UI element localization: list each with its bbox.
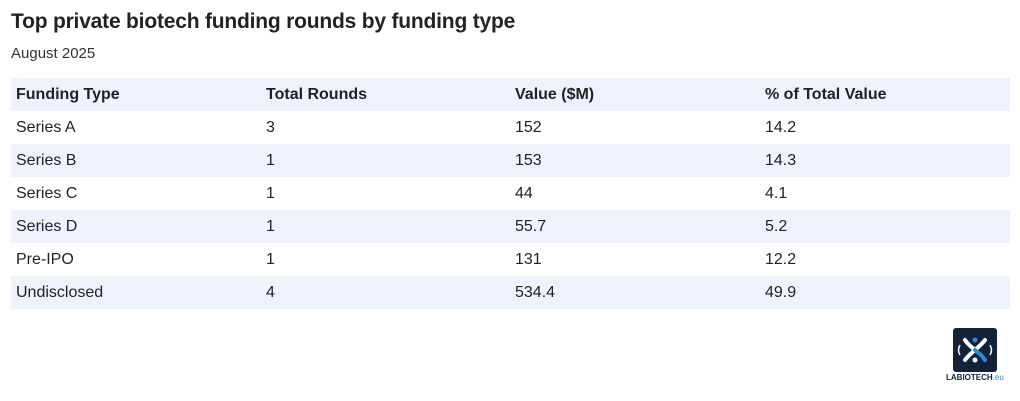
table-cell: Series D: [16, 217, 78, 235]
table-cell: 131: [515, 250, 542, 268]
table-cell: 1: [266, 184, 275, 202]
column-header: Total Rounds: [266, 85, 368, 103]
table-cell: Undisclosed: [16, 283, 104, 301]
table-cell: 153: [515, 151, 542, 169]
column-header: Funding Type: [16, 85, 120, 103]
table-cell: 1: [266, 151, 275, 169]
table-cell: 14.2: [765, 118, 797, 136]
chart-title: Top private biotech funding rounds by fu…: [11, 10, 516, 33]
table-cell: 5.2: [765, 217, 788, 235]
table-row: Pre-IPO 1 131 12.2: [11, 243, 1010, 276]
table-cell: 44: [515, 184, 533, 202]
table-row: Series C 1 44 4.1: [11, 177, 1010, 210]
column-header: % of Total Value: [765, 85, 887, 103]
table-cell: 1: [266, 250, 275, 268]
table-cell: 3: [266, 118, 275, 136]
column-header: Value ($M): [515, 85, 595, 103]
table-cell: Pre-IPO: [16, 250, 74, 268]
table-cell: Series C: [16, 184, 78, 202]
table-cell: 49.9: [765, 283, 797, 301]
table-row: Series B 1 153 14.3: [11, 144, 1010, 177]
logo-wordmark-suffix: .eu: [992, 373, 1004, 382]
table-row: Undisclosed 4 534.4 49.9: [11, 276, 1010, 309]
table-cell: 14.3: [765, 151, 797, 169]
table-row: Series A 3 152 14.2: [11, 111, 1010, 144]
chart-subtitle: August 2025: [11, 45, 96, 62]
logo-wordmark: LABIOTECH.eu: [946, 373, 1004, 382]
table-cell: Series A: [16, 118, 76, 136]
table-cell: 4.1: [765, 184, 788, 202]
table-cell: 55.7: [515, 217, 547, 235]
table-cell: 534.4: [515, 283, 556, 301]
funding-table: Funding Type Total Rounds Value ($M) % o…: [11, 78, 1010, 309]
table-cell: 4: [266, 283, 275, 301]
table-header-row: Funding Type Total Rounds Value ($M) % o…: [11, 78, 1010, 111]
dna-icon: [957, 337, 993, 363]
table-row: Series D 1 55.7 5.2: [11, 210, 1010, 243]
table-cell: 152: [515, 118, 542, 136]
table-cell: 1: [266, 217, 275, 235]
table-cell: 12.2: [765, 250, 797, 268]
labiotech-logo-icon: [953, 328, 997, 372]
logo-wordmark-name: LABIOTECH: [946, 373, 993, 382]
table-cell: Series B: [16, 151, 77, 169]
labiotech-logo: LABIOTECH.eu: [946, 326, 1008, 386]
